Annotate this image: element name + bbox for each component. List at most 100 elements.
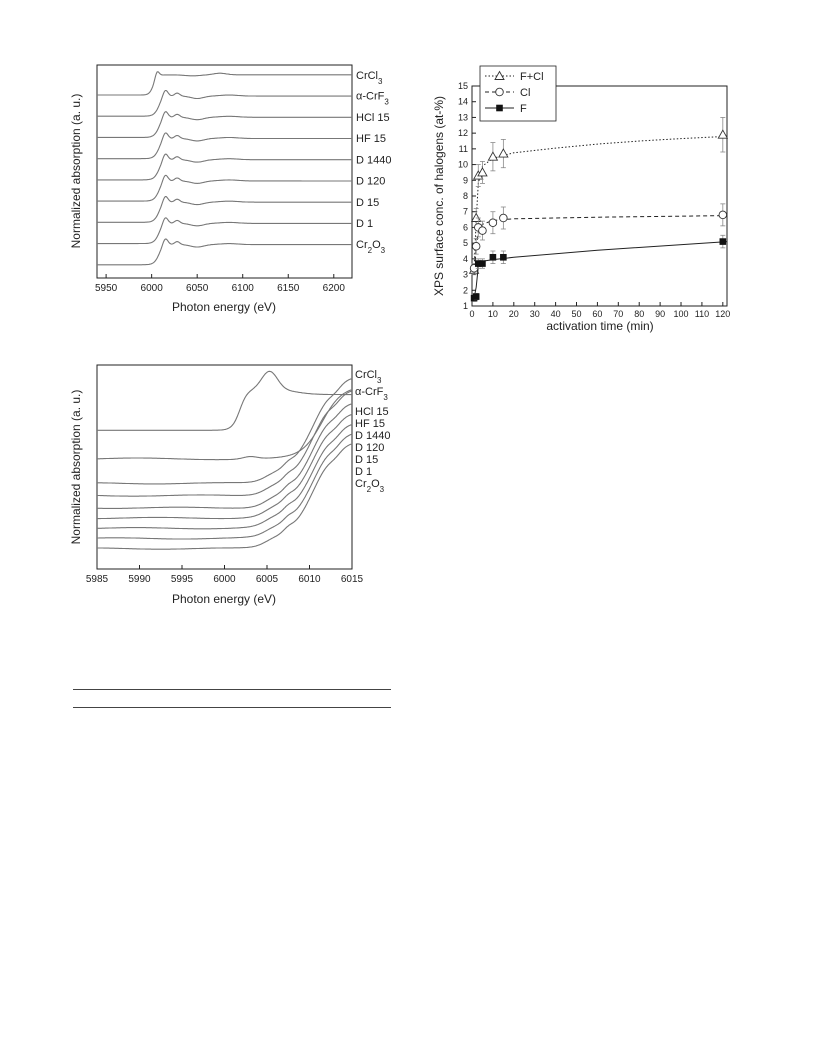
series-label: D 15 xyxy=(355,454,378,466)
data-point xyxy=(498,148,509,158)
fit-line xyxy=(473,135,728,269)
data-point xyxy=(487,151,499,161)
spectrum-line xyxy=(97,238,352,266)
y-tick-label: 9 xyxy=(463,175,468,185)
legend-marker xyxy=(496,104,503,112)
data-point xyxy=(489,253,497,261)
legend-marker xyxy=(494,70,505,80)
spectrum-line xyxy=(97,111,352,138)
series-label: HF 15 xyxy=(355,418,385,430)
data-point xyxy=(500,253,507,261)
series-label: CrCl3 xyxy=(355,369,382,385)
x-tick-label: 6015 xyxy=(341,574,364,585)
y-axis-label: Normalized absorption (a. u.) xyxy=(69,390,83,545)
x-tick-label: 5995 xyxy=(171,574,194,585)
series-label: Cr2O3 xyxy=(355,478,385,494)
y-tick-label: 5 xyxy=(463,238,468,248)
x-tick-label: 120 xyxy=(715,309,730,319)
series-label: D 1440 xyxy=(355,430,390,442)
plot-frame xyxy=(96,64,353,279)
spectrum-line xyxy=(97,377,353,485)
y-axis-label: XPS surface conc. of halogens (at-%) xyxy=(432,96,446,296)
series-label: D 1440 xyxy=(356,154,391,166)
x-tick-label: 70 xyxy=(613,309,623,319)
series-label: D 1 xyxy=(356,218,373,230)
series-label: HCl 15 xyxy=(356,112,390,124)
x-tick-label: 100 xyxy=(674,309,689,319)
data-point xyxy=(477,167,488,177)
spectrum-line xyxy=(97,196,352,223)
spectrum-line xyxy=(97,89,352,117)
series-label: D 120 xyxy=(355,442,384,454)
y-tick-label: 3 xyxy=(463,270,468,280)
series-label: CrCl3 xyxy=(356,70,383,86)
y-axis-label: Normalized absorption (a. u.) xyxy=(69,94,83,249)
series-label: α-CrF3 xyxy=(355,386,388,402)
legend: F+Cl Cl F xyxy=(479,65,557,122)
data-point xyxy=(470,212,482,222)
fit-line xyxy=(473,215,728,275)
data-point xyxy=(474,260,482,267)
data-point xyxy=(478,226,487,235)
series-label: Cr2O3 xyxy=(356,239,386,255)
x-tick-label: 80 xyxy=(634,309,644,319)
spectrum-line xyxy=(97,390,353,497)
x-tick-label: 6100 xyxy=(232,283,255,294)
data-point xyxy=(719,238,727,245)
spectrum-line xyxy=(97,443,353,550)
table-bottom-rule xyxy=(73,707,391,708)
spectrum-line xyxy=(97,370,352,431)
legend-label: F xyxy=(520,103,527,115)
y-tick-label: 4 xyxy=(463,254,468,264)
spectrum-line xyxy=(97,389,353,461)
spectrum-line xyxy=(97,217,352,245)
x-tick-label: 0 xyxy=(469,309,474,319)
y-tick-label: 13 xyxy=(458,112,468,122)
legend-box xyxy=(479,65,557,122)
series-label: HF 15 xyxy=(356,133,386,145)
legend-label: Cl xyxy=(520,87,530,99)
x-tick-label: 6200 xyxy=(323,283,346,294)
spectrum-line xyxy=(97,174,352,202)
x-axis-label: Photon energy (eV) xyxy=(172,300,276,314)
data-point xyxy=(499,213,508,223)
y-tick-label: 14 xyxy=(458,97,468,107)
spectrum-line xyxy=(97,433,353,540)
series-label: D 120 xyxy=(356,176,385,188)
y-tick-label: 8 xyxy=(463,191,468,201)
x-tick-label: 6010 xyxy=(298,574,321,585)
y-tick-label: 15 xyxy=(458,81,468,91)
data-point xyxy=(718,210,728,220)
spectrum-line xyxy=(96,423,353,530)
spectrum-line xyxy=(97,132,352,160)
x-tick-label: 60 xyxy=(592,309,602,319)
x-tick-label: 5990 xyxy=(128,574,151,585)
y-tick-label: 12 xyxy=(458,128,468,138)
x-tick-label: 90 xyxy=(655,309,665,319)
y-tick-label: 11 xyxy=(459,144,468,154)
legend-label: F+Cl xyxy=(520,71,544,83)
x-tick-label: 6000 xyxy=(213,574,236,585)
series-label: α-CrF3 xyxy=(356,91,389,107)
x-tick-label: 6000 xyxy=(141,283,164,294)
y-tick-label: 7 xyxy=(463,207,468,217)
data-point xyxy=(488,218,498,227)
x-tick-label: 20 xyxy=(509,309,519,319)
data-point xyxy=(479,260,486,267)
x-tick-label: 5985 xyxy=(86,574,109,585)
series-label: D 1 xyxy=(355,466,372,478)
spectrum-line xyxy=(97,403,353,509)
x-tick-label: 50 xyxy=(572,309,582,319)
spectrum-line xyxy=(97,413,353,520)
series-label: HCl 15 xyxy=(355,406,389,418)
x-tick-label: 6150 xyxy=(277,283,300,294)
y-tick-label: 1 xyxy=(463,301,468,311)
x-tick-label: 30 xyxy=(530,309,540,319)
spectrum-line xyxy=(97,153,352,181)
xanes-preedge-chart: 5985 5990 5995 6000 6005 6010 6015 CrCl3α-CrF3… xyxy=(69,364,390,606)
data-point xyxy=(471,242,481,251)
data-point xyxy=(717,129,729,139)
x-axis-label: activation time (min) xyxy=(546,319,653,333)
x-tick-label: 6050 xyxy=(186,283,209,294)
y-tick-label: 6 xyxy=(463,222,468,232)
